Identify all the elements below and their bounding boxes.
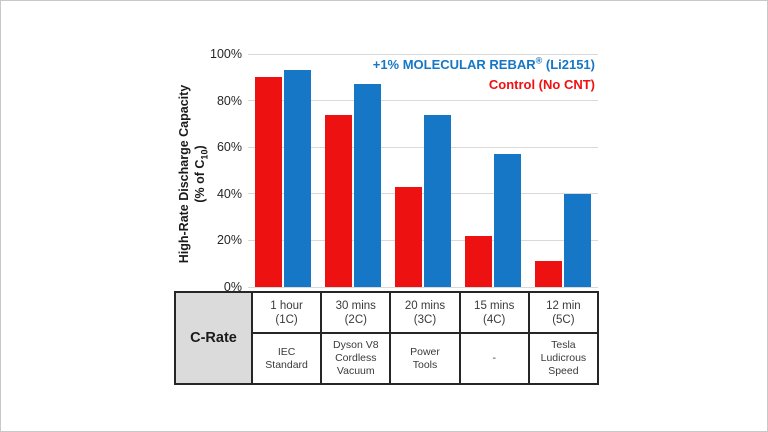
y-axis-title: High-Rate Discharge Capacity (% of C10) <box>176 54 210 294</box>
control-bar-2 <box>325 114 352 287</box>
use-case-cell-4: - <box>458 332 528 383</box>
y-tick-label: 80% <box>216 93 242 108</box>
rebar-bar-1 <box>284 70 311 287</box>
bar-group <box>528 54 598 287</box>
gridline <box>248 286 598 288</box>
use-case-cell-1: IEC Standard <box>251 332 321 383</box>
use-case-cell-2: Dyson V8 Cordless Vacuum <box>320 332 390 383</box>
use-case-cell-3: Power Tools <box>389 332 459 383</box>
gridline <box>248 146 598 148</box>
rebar-bar-4 <box>494 154 521 287</box>
y-axis-title-line1: High-Rate Discharge Capacity <box>177 84 191 264</box>
bar-group <box>458 54 528 287</box>
gridline <box>248 193 598 195</box>
y-axis-title-line2: (% of C10) <box>193 145 210 203</box>
bar-group <box>318 54 388 287</box>
rebar-bar-5 <box>564 193 591 287</box>
y-tick-label: 20% <box>216 233 242 248</box>
y-tick-label: 100% <box>210 47 242 61</box>
bar-group <box>388 54 458 287</box>
rebar-bar-3 <box>424 114 451 287</box>
registered-trademark-symbol: ® <box>535 55 543 66</box>
c-rate-cell-4: 15 mins (4C) <box>458 293 528 332</box>
use-case-cell-5: Tesla Ludicrous Speed <box>527 332 597 383</box>
c-rate-cell-2: 30 mins (2C) <box>320 293 389 332</box>
c-rate-cell-5: 12 min (5C) <box>527 293 597 332</box>
gridline <box>248 239 598 241</box>
c-rate-row-header: C-Rate <box>176 293 251 383</box>
control-bar-3 <box>395 186 422 287</box>
c-rate-cell-3: 20 mins (3C) <box>389 293 458 332</box>
control-bar-4 <box>465 235 492 287</box>
gridline <box>248 53 598 55</box>
control-bar-1 <box>255 77 282 287</box>
chart-legend: +1% MOLECULAR REBAR® (Li2151) Control (N… <box>373 55 595 95</box>
plot-area <box>248 53 598 288</box>
legend-series-control: Control (No CNT) <box>488 77 595 92</box>
control-bar-5 <box>535 261 562 287</box>
rebar-bar-2 <box>354 84 381 287</box>
y-tick-label: 40% <box>216 186 242 201</box>
c-rate-table: C-Rate 1 hour (1C) IEC Standard 30 mins (2… <box>174 291 599 385</box>
c-rate-cell-1: 1 hour (1C) <box>251 293 320 332</box>
bar-group <box>248 54 318 287</box>
legend-series-rebar: +1% MOLECULAR REBAR® (Li2151) <box>372 55 595 72</box>
y-tick-label: 60% <box>216 140 242 155</box>
y-tick-label: 0% <box>223 280 242 294</box>
gridline <box>248 100 598 102</box>
